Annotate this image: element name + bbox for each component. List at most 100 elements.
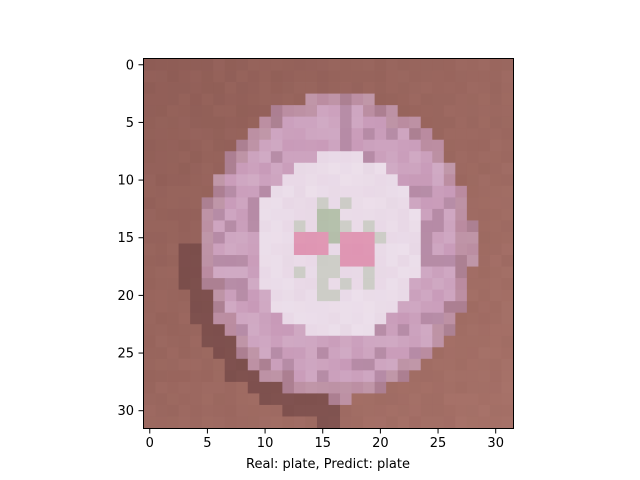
pixel <box>397 358 410 371</box>
pixel <box>501 347 514 360</box>
pixel <box>236 335 249 348</box>
pixel <box>316 93 329 106</box>
pixel <box>374 278 387 291</box>
pixel <box>316 162 329 175</box>
pixel <box>201 59 214 71</box>
pixel <box>363 208 376 221</box>
pixel <box>397 59 410 71</box>
pixel <box>386 162 399 175</box>
pixel <box>190 416 203 429</box>
pixel <box>224 162 237 175</box>
pixel <box>489 197 502 210</box>
pixel <box>386 105 399 118</box>
pixel <box>305 116 318 129</box>
pixel <box>420 197 433 210</box>
pixel <box>340 59 352 71</box>
pixel <box>293 70 306 83</box>
pixel <box>489 128 502 141</box>
pixel <box>340 208 352 221</box>
pixel <box>293 416 306 429</box>
pixel <box>178 301 191 314</box>
pixel <box>236 324 249 337</box>
pixel <box>466 116 479 129</box>
pixel <box>247 335 260 348</box>
pixel <box>363 116 376 129</box>
pixel <box>443 347 456 360</box>
pixel <box>259 82 272 94</box>
pixel <box>293 278 306 291</box>
pixel <box>501 105 514 118</box>
pixel <box>270 278 283 291</box>
y-axis: 0 5 10 15 20 25 30 <box>117 58 144 419</box>
pixel <box>305 416 318 429</box>
pixel <box>224 370 237 383</box>
pixel <box>466 301 479 314</box>
pixel <box>144 128 156 141</box>
pixel <box>201 231 214 244</box>
pixel <box>340 82 352 94</box>
pixel <box>363 324 376 337</box>
pixel <box>443 370 456 383</box>
pixel <box>409 312 422 325</box>
pixel <box>455 70 468 83</box>
pixel <box>282 128 295 141</box>
pixel <box>386 347 399 360</box>
pixel <box>144 162 156 175</box>
pixel <box>167 335 179 348</box>
pixel <box>443 393 456 406</box>
pixel <box>386 278 399 291</box>
pixel <box>190 231 203 244</box>
pixel <box>340 289 352 302</box>
pixel <box>282 335 295 348</box>
pixel <box>501 266 514 279</box>
pixel <box>432 208 445 221</box>
pixel <box>201 278 214 291</box>
pixel <box>420 416 433 429</box>
pixel <box>213 347 226 360</box>
pixel <box>409 220 422 233</box>
pixel <box>167 220 179 233</box>
pixel <box>443 59 456 71</box>
pixel <box>374 197 387 210</box>
pixel <box>201 139 214 152</box>
pixel <box>167 174 179 187</box>
pixel <box>224 59 237 71</box>
pixel <box>340 358 352 371</box>
pixel <box>363 185 376 198</box>
pixel <box>201 312 214 325</box>
pixel <box>178 116 191 129</box>
pixel <box>236 393 249 406</box>
pixel <box>340 105 352 118</box>
pixel <box>409 151 422 164</box>
pixel <box>455 174 468 187</box>
pixel <box>144 301 156 314</box>
pixel <box>224 347 237 360</box>
pixel <box>167 370 179 383</box>
pixel <box>386 116 399 129</box>
pixel <box>282 70 295 83</box>
pixel <box>501 185 514 198</box>
pixel <box>386 231 399 244</box>
pixel <box>178 162 191 175</box>
pixel <box>386 185 399 198</box>
pixel <box>478 312 491 325</box>
pixel <box>201 116 214 129</box>
pixel <box>236 255 249 267</box>
pixel <box>293 139 306 152</box>
pixel <box>167 139 179 152</box>
pixel <box>270 370 283 383</box>
pixel <box>259 370 272 383</box>
pixel <box>178 105 191 118</box>
pixel <box>293 128 306 141</box>
pixel <box>259 220 272 233</box>
pixel <box>167 185 179 198</box>
pixel <box>466 220 479 233</box>
pixel <box>155 197 168 210</box>
pixel <box>224 139 237 152</box>
pixel <box>363 174 376 187</box>
pixel <box>201 70 214 83</box>
pixel <box>293 59 306 71</box>
pixel <box>201 243 214 256</box>
pixel <box>432 220 445 233</box>
